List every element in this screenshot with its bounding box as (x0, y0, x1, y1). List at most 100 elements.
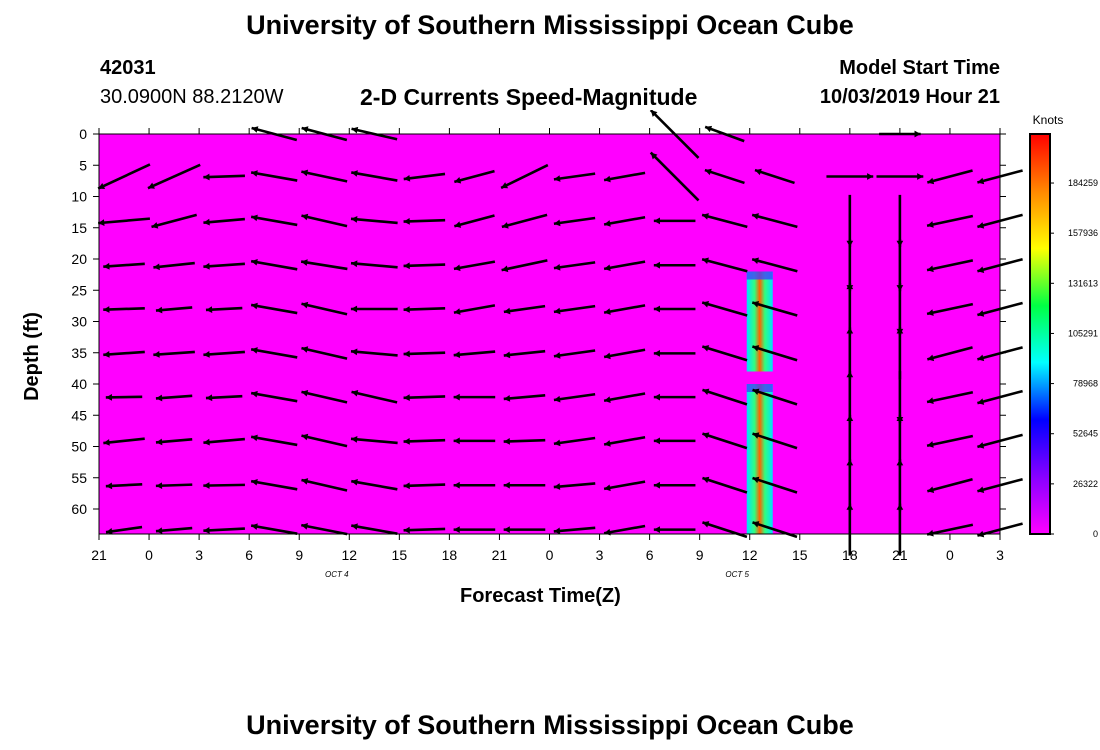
vector-arrowhead (927, 529, 934, 537)
vector-arrowhead (653, 350, 660, 357)
vector-arrowhead (453, 481, 460, 489)
vector-arrowhead (867, 173, 874, 180)
vector-arrowhead (650, 110, 658, 117)
current-vector (752, 476, 798, 494)
current-vector (203, 437, 245, 444)
x-tick-label: 9 (295, 547, 303, 563)
vector-arrowhead (251, 214, 258, 222)
vector-arrowhead (301, 523, 308, 530)
vector-arrowhead (103, 351, 110, 358)
current-vector (351, 390, 398, 404)
y-tick-label: 50 (71, 439, 87, 455)
current-vector (103, 350, 145, 357)
vector-arrowhead (251, 126, 259, 133)
vector-arrowhead (917, 173, 924, 180)
vector-arrowhead (927, 177, 935, 185)
vector-arrowhead (553, 175, 561, 182)
vector-arrowhead (203, 351, 210, 358)
current-vector (350, 217, 398, 225)
vector-arrowhead (251, 390, 258, 398)
current-vector (301, 302, 348, 316)
current-vector (403, 395, 446, 400)
x-tick-label: 18 (442, 547, 458, 563)
current-vector (203, 527, 245, 533)
model-start-time: 10/03/2019 Hour 21 (819, 86, 1000, 108)
current-vector (453, 169, 495, 184)
current-vector (350, 350, 398, 357)
vector-arrowhead (846, 327, 854, 334)
current-vector (704, 168, 745, 185)
current-vector (702, 388, 748, 406)
vector-arrowhead (702, 432, 710, 439)
current-vector (603, 348, 646, 359)
current-vector (250, 435, 298, 447)
vector-arrowhead (454, 221, 462, 228)
vector-arrowhead (205, 306, 213, 313)
colorbar-tick-label: 131613 (1068, 278, 1098, 288)
vector-arrowhead (553, 219, 561, 227)
high-speed-band-edge (746, 271, 773, 280)
vector-arrowhead (301, 346, 309, 353)
vector-arrowhead (351, 523, 358, 530)
vector-arrowhead (351, 389, 359, 397)
vector-arrowhead (350, 305, 358, 313)
x-tick-label: 21 (892, 547, 908, 563)
vector-arrowhead (403, 174, 411, 182)
y-tick-label: 5 (79, 157, 87, 173)
current-vector (500, 163, 549, 190)
current-vector (702, 476, 748, 494)
vector-arrowhead (301, 169, 309, 177)
current-vector (503, 438, 546, 443)
current-vector (350, 437, 398, 445)
x-tick-label: 18 (842, 547, 858, 563)
vector-arrowhead (155, 482, 163, 490)
x-axis-title: Forecast Time(Z) (460, 585, 621, 607)
vector-arrowhead (604, 175, 611, 183)
vector-arrowhead (453, 264, 461, 272)
vector-arrowhead (155, 306, 163, 314)
vector-arrowhead (977, 442, 985, 449)
vector-arrowhead (155, 394, 163, 402)
vector-arrowhead (251, 258, 258, 266)
vector-arrowhead (103, 262, 110, 270)
current-vector (503, 394, 546, 401)
current-vector (751, 257, 798, 273)
current-vector (603, 304, 646, 314)
x-tick-label: 21 (91, 547, 107, 563)
vector-arrowhead (896, 459, 904, 466)
vector-arrowhead (350, 348, 358, 356)
vector-arrowhead (653, 217, 660, 225)
vector-arrowhead (155, 438, 163, 446)
vector-arrowhead (702, 388, 710, 395)
current-vector (250, 259, 298, 271)
current-vector (501, 213, 548, 229)
current-vector (453, 350, 496, 357)
vector-arrowhead (604, 440, 611, 447)
current-vector (926, 259, 974, 272)
vector-arrowhead (846, 371, 854, 378)
current-vector (351, 524, 398, 535)
vector-arrowhead (977, 486, 985, 493)
vector-arrowhead (604, 308, 611, 315)
station-coords: 30.0900N 88.2120W (100, 86, 284, 108)
current-vector (926, 523, 974, 536)
vector-arrowhead (453, 393, 460, 401)
y-tick-label: 55 (71, 470, 87, 486)
colorbar-tick-label: 105291 (1068, 328, 1098, 338)
vector-arrowhead (752, 432, 760, 439)
x-tick-label: 0 (546, 547, 554, 563)
current-vector (103, 262, 145, 268)
y-tick-label: 0 (79, 126, 87, 142)
current-vector (603, 435, 646, 446)
vector-arrowhead (927, 397, 934, 404)
current-vector (351, 171, 398, 182)
vector-arrowhead (98, 219, 105, 226)
current-vector (927, 346, 973, 361)
vector-arrowhead (846, 503, 854, 510)
page-title-bottom: University of Southern Mississippi Ocean… (246, 710, 854, 740)
vector-arrowhead (501, 265, 509, 273)
current-vector (301, 390, 348, 404)
vector-arrowhead (453, 308, 461, 315)
vector-arrowhead (553, 263, 561, 271)
current-vector (403, 527, 446, 532)
